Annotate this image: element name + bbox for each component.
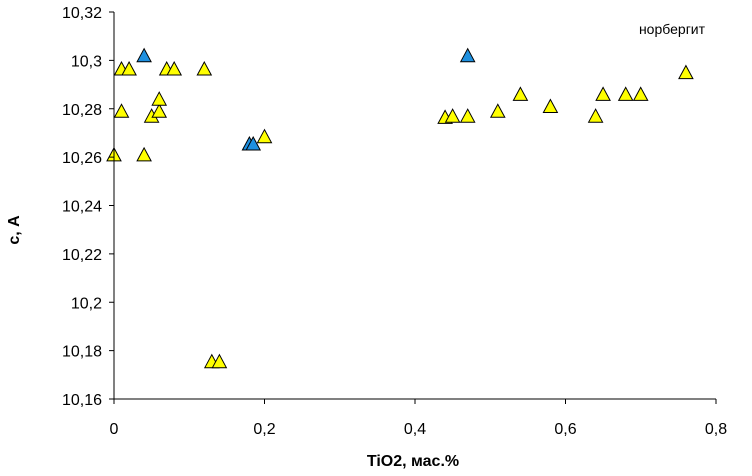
y-tick-label: 10,16 (62, 392, 102, 409)
axes (109, 11, 717, 404)
y-tick-label: 10,26 (62, 150, 102, 167)
x-tick-label: 0 (110, 421, 119, 438)
y-tick-label: 10,22 (62, 247, 102, 264)
yellow-triangle-point (632, 86, 649, 101)
y-tick-label: 10,3 (71, 53, 102, 70)
yellow-triangle-point (587, 108, 604, 123)
yellow-triangle-point (512, 86, 529, 101)
yellow-triangle-point (166, 60, 183, 76)
y-tick-label: 10,24 (62, 199, 102, 216)
y-axis-title: с, А (6, 215, 23, 245)
chart-annotation: норбергит (639, 21, 706, 37)
yellow-triangle-point (678, 64, 694, 80)
x-axis-title: TiO2, мас.% (367, 453, 459, 470)
blue-triangle-point (136, 47, 152, 63)
yellow-triangle-point (136, 146, 152, 162)
yellow-triangle-point (121, 60, 137, 76)
yellow-triangle-point (151, 103, 168, 118)
y-tick-label: 10,28 (62, 102, 102, 119)
x-tick-label: 0,2 (253, 421, 275, 438)
yellow-triangle-point (617, 86, 634, 101)
y-tick-labels: 10,16 10,18 10,2 10,22 10,24 10,26 10,28 10,3 10… (62, 5, 102, 409)
yellow-triangle-point (459, 108, 476, 123)
yellow-triangle-point (595, 86, 611, 101)
blue-triangle-point (459, 47, 476, 63)
yellow-triangle-point (489, 103, 506, 118)
y-tick-label: 10,32 (62, 5, 102, 22)
data-markers (106, 47, 694, 369)
yellow-triangle-point (444, 108, 461, 123)
x-tick-label: 0,8 (705, 421, 727, 438)
y-tick-label: 10,18 (62, 344, 102, 361)
yellow-triangle-point (151, 91, 168, 106)
blue-triangle-point (245, 135, 262, 151)
y-tick-label: 10,2 (71, 295, 102, 312)
x-tick-label: 0,4 (404, 421, 426, 438)
yellow-triangle-point (196, 60, 213, 76)
yellow-triangle-point (542, 98, 559, 113)
yellow-triangle-point (113, 103, 130, 118)
yellow-triangle-point (211, 353, 228, 369)
x-tick-labels: 0 0,2 0,4 0,6 0,8 (110, 421, 728, 438)
x-tick-label: 0,6 (554, 421, 576, 438)
yellow-triangle-point (256, 128, 273, 144)
